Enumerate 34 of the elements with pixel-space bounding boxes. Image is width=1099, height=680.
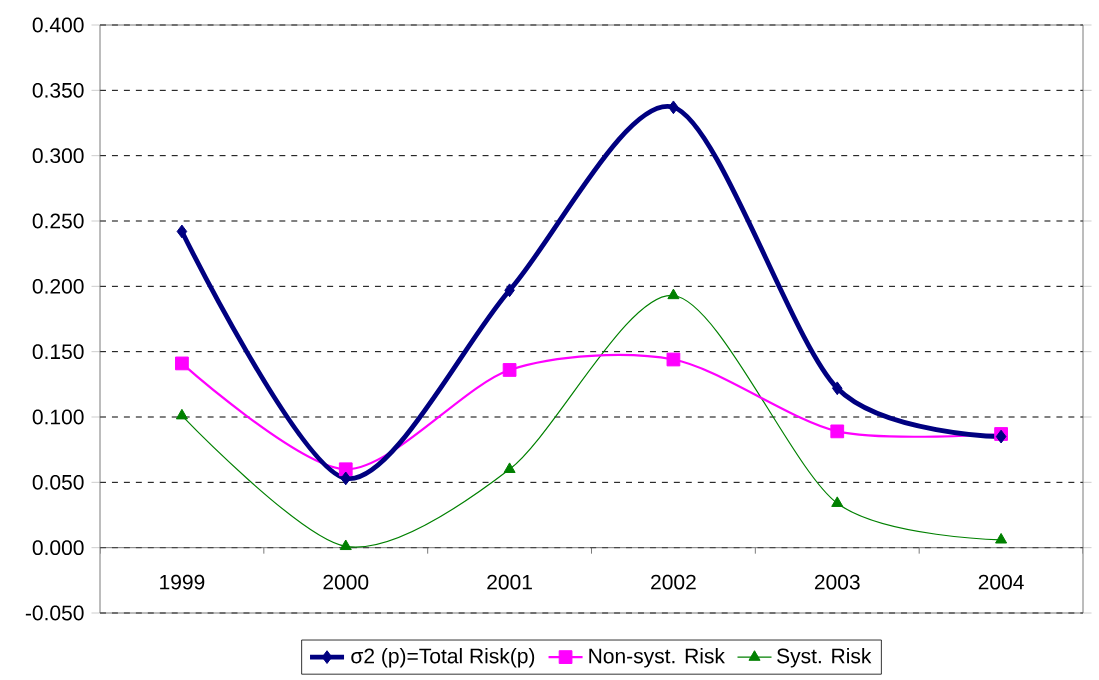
y-tick-label: 0.200: [32, 278, 84, 294]
x-tick-label: 2002: [651, 574, 696, 590]
y-tick-label: 0.250: [32, 213, 84, 229]
legend-label: Syst. Risk: [777, 647, 872, 668]
point: [176, 224, 188, 239]
y-tick-label: 0.150: [32, 344, 84, 360]
x-tick-label: 2000: [323, 574, 369, 590]
y-tick-label: 0.350: [32, 82, 84, 98]
point: [504, 283, 515, 298]
y-tick-label: 0.400: [32, 17, 84, 33]
y-tick-label: -0.050: [25, 605, 84, 621]
x-tick-label: 2004: [978, 574, 1024, 590]
point: [502, 363, 517, 377]
point: [831, 381, 843, 396]
point: [339, 539, 352, 551]
x-tick-label: 2001: [487, 574, 532, 590]
y-tick-label: 0.000: [32, 540, 84, 556]
point: [503, 462, 516, 473]
y-tick-label: 0.100: [32, 409, 84, 425]
point: [667, 288, 680, 300]
point: [668, 100, 679, 115]
point: [175, 356, 189, 371]
point: [666, 352, 681, 367]
point: [995, 532, 1008, 544]
point: [340, 471, 352, 486]
point: [175, 408, 188, 420]
point: [831, 496, 844, 507]
legend-label: Non-syst. Risk: [589, 647, 725, 668]
legend-label: σ2 (p)=Total Risk(p): [351, 647, 535, 668]
y-tick-label: 0.050: [32, 474, 84, 490]
x-tick-label: 1999: [160, 574, 205, 590]
x-tick-label: 2003: [814, 574, 860, 590]
point: [830, 424, 845, 439]
y-tick-label: 0.300: [32, 148, 84, 164]
